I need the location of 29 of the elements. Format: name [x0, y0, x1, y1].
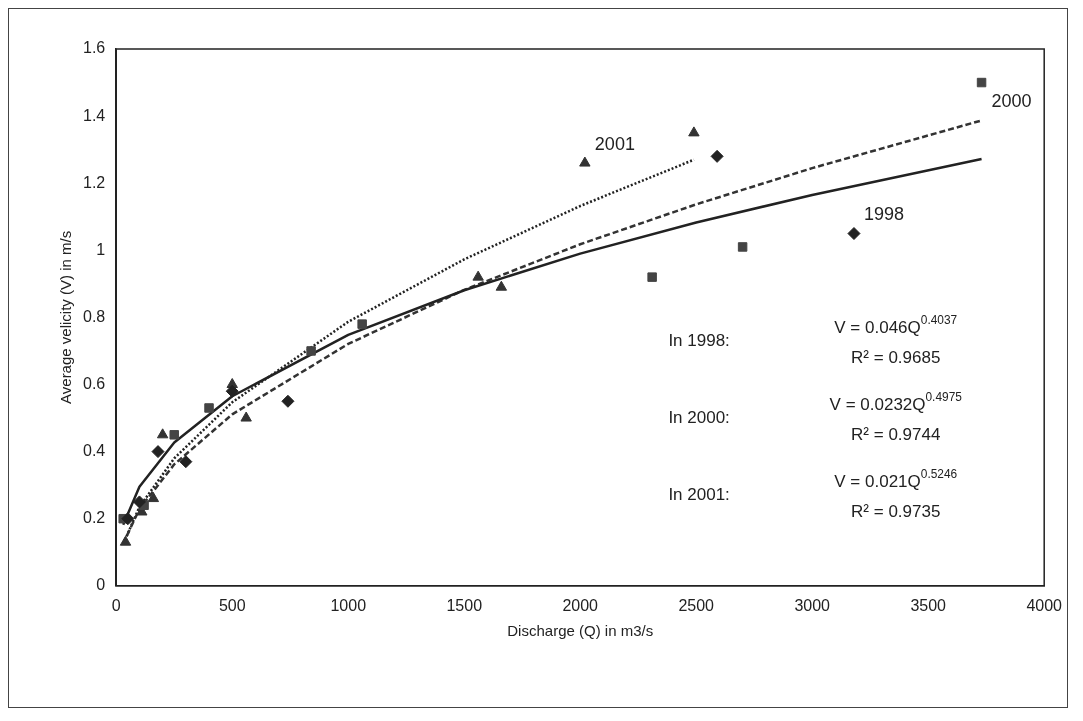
x-tick-label: 2000 [562, 596, 599, 614]
annotation: In 1998: [668, 330, 730, 350]
y-tick-label: 1 [96, 240, 106, 258]
x-tick-label: 3000 [794, 596, 831, 614]
x-tick-label: 3500 [910, 596, 947, 614]
x-axis-title: Discharge (Q) in m3/s [507, 622, 654, 640]
y-tick-label: 0.8 [82, 307, 106, 325]
y-tick-label: 1.2 [82, 173, 106, 191]
annotation: 2000 [991, 91, 1032, 112]
x-tick-label: 1000 [330, 596, 367, 614]
x-tick-label: 4000 [1026, 596, 1063, 614]
x-tick-label: 500 [218, 596, 246, 614]
annotation: 1998 [863, 204, 905, 225]
annotation: R² = 0.9735 [851, 501, 941, 521]
x-tick-label: 0 [111, 596, 121, 614]
x-tick-label: 1500 [446, 596, 483, 614]
y-tick-label: 0 [96, 576, 106, 594]
x-tick-label: 2500 [678, 596, 715, 614]
y-tick-label: 1.4 [82, 106, 106, 124]
y-tick-label: 1.6 [82, 39, 106, 57]
annotation: R² = 0.9685 [851, 347, 941, 367]
y-tick-label: 0.4 [82, 442, 106, 460]
annotation: In 2001: [668, 484, 730, 504]
annotation: R² = 0.9744 [851, 424, 941, 444]
y-axis-title: Average velicity (V) in m/s [57, 230, 75, 404]
annotation: In 2000: [668, 407, 730, 427]
annotation: 2001 [594, 134, 635, 155]
y-tick-label: 0.6 [82, 374, 106, 392]
y-tick-label: 0.2 [82, 509, 106, 527]
